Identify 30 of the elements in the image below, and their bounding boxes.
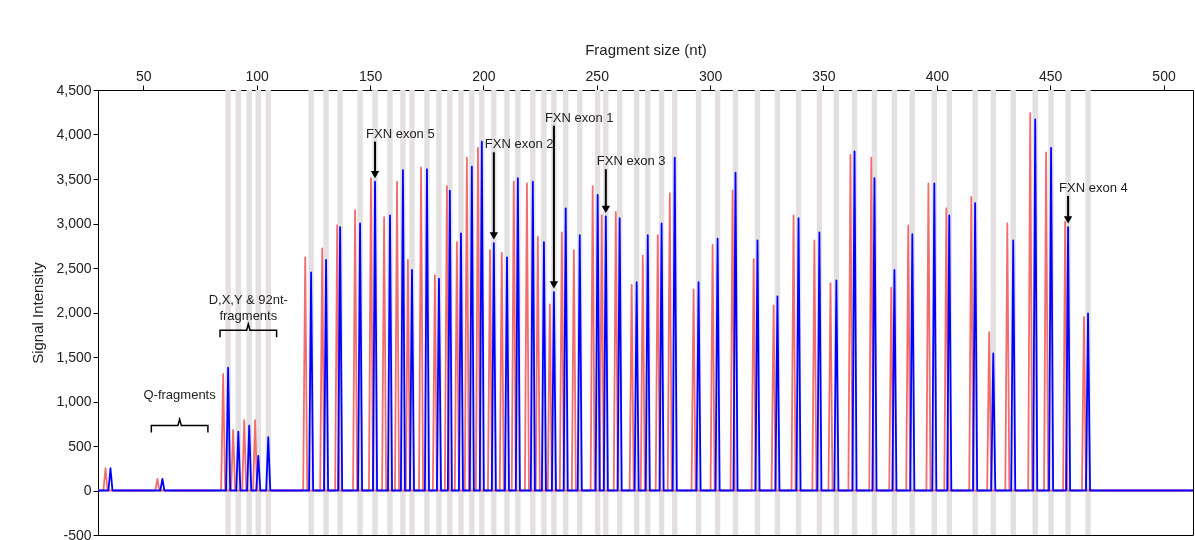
y-tick-label: -500 [63, 526, 92, 540]
y-tick-label: 500 [68, 437, 92, 454]
y-tick-label: 4,000 [56, 126, 92, 142]
y-tick-label: 1,000 [56, 393, 92, 409]
x-tick-label: 150 [358, 67, 383, 84]
annotation: FXN exon 4 [1059, 179, 1128, 195]
x-tick-label: 500 [1152, 67, 1176, 84]
x-tick-label: 400 [925, 67, 950, 84]
y-tick-label: 0 [83, 482, 92, 498]
y-tick-label: 4,500 [56, 81, 92, 98]
annotation: D,X,Y & 92nt-fragments [208, 292, 288, 324]
y-axis-title: Signal Intensity [29, 261, 47, 364]
x-axis-title: Fragment size (nt) [585, 40, 707, 58]
y-tick-label: 3,000 [56, 215, 92, 231]
x-tick-label: 300 [698, 67, 723, 84]
y-tick-label: 3,500 [56, 170, 92, 187]
annotation: FXN exon 2 [484, 136, 554, 152]
x-tick-label: 250 [585, 67, 610, 84]
y-tick-label: 1,500 [56, 348, 92, 365]
annotation: FXN exon 5 [366, 125, 435, 141]
x-tick-label: 350 [812, 67, 836, 84]
y-tick-label: 2,500 [56, 259, 92, 276]
x-tick-label: 200 [472, 67, 496, 84]
x-tick-label: 100 [245, 67, 270, 84]
y-tick-label: 2,000 [56, 304, 92, 320]
x-tick-label: 450 [1038, 67, 1063, 84]
x-tick-label: 50 [136, 67, 152, 84]
annotation: Q-fragments [143, 387, 217, 403]
annotation: FXN exon 3 [596, 153, 666, 169]
annotation: FXN exon 1 [544, 109, 614, 125]
